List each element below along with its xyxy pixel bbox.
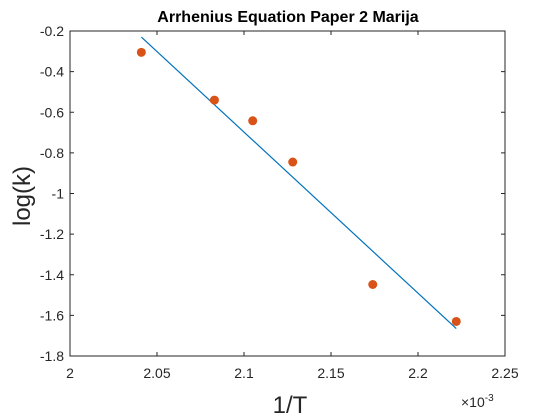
x-tick-label: 2.25 xyxy=(491,365,518,381)
x-tick-label: 2 xyxy=(66,365,74,381)
axes xyxy=(69,30,506,357)
data-point xyxy=(248,116,258,126)
x-ticks: 2 2.05 2.1 2.15 2.2 2.25 xyxy=(66,31,519,381)
fit-line xyxy=(140,36,457,330)
plot-area xyxy=(69,30,506,357)
chart-title: Arrhenius Equation Paper 2 Marija xyxy=(157,9,419,26)
y-tick-label: -1.6 xyxy=(40,307,64,323)
data-point xyxy=(451,316,461,326)
data-point xyxy=(288,157,298,167)
x-axis-exponent: ×10-3 xyxy=(461,393,494,410)
x-exponent-base: ×10 xyxy=(461,394,485,410)
y-tick-label: -1.8 xyxy=(40,348,64,364)
y-ticks: -1.8 -1.6 -1.4 -1.2 -1 -0.8 -0.6 -0.4 -0.2 xyxy=(40,23,505,364)
y-tick-label: -0.2 xyxy=(40,23,64,39)
y-tick-label: -1.4 xyxy=(40,267,64,283)
data-point xyxy=(136,47,146,57)
x-tick-label: 2.2 xyxy=(408,365,428,381)
data-point xyxy=(209,95,219,105)
y-tick-label: -0.8 xyxy=(40,145,64,161)
y-tick-label: -0.6 xyxy=(40,104,64,120)
x-tick-label: 2.1 xyxy=(234,365,254,381)
x-tick-label: 2.05 xyxy=(143,365,170,381)
y-tick-label: -0.4 xyxy=(40,64,64,80)
x-exponent-power: -3 xyxy=(485,393,494,404)
data-point xyxy=(368,280,378,289)
x-axis-title: 1/T xyxy=(273,392,308,419)
data-series xyxy=(136,36,461,330)
y-tick-label: -1.2 xyxy=(40,226,64,242)
y-axis-title: log(k) xyxy=(9,166,36,226)
y-tick-label: -1 xyxy=(52,186,65,202)
x-tick-label: 2.15 xyxy=(317,365,344,381)
